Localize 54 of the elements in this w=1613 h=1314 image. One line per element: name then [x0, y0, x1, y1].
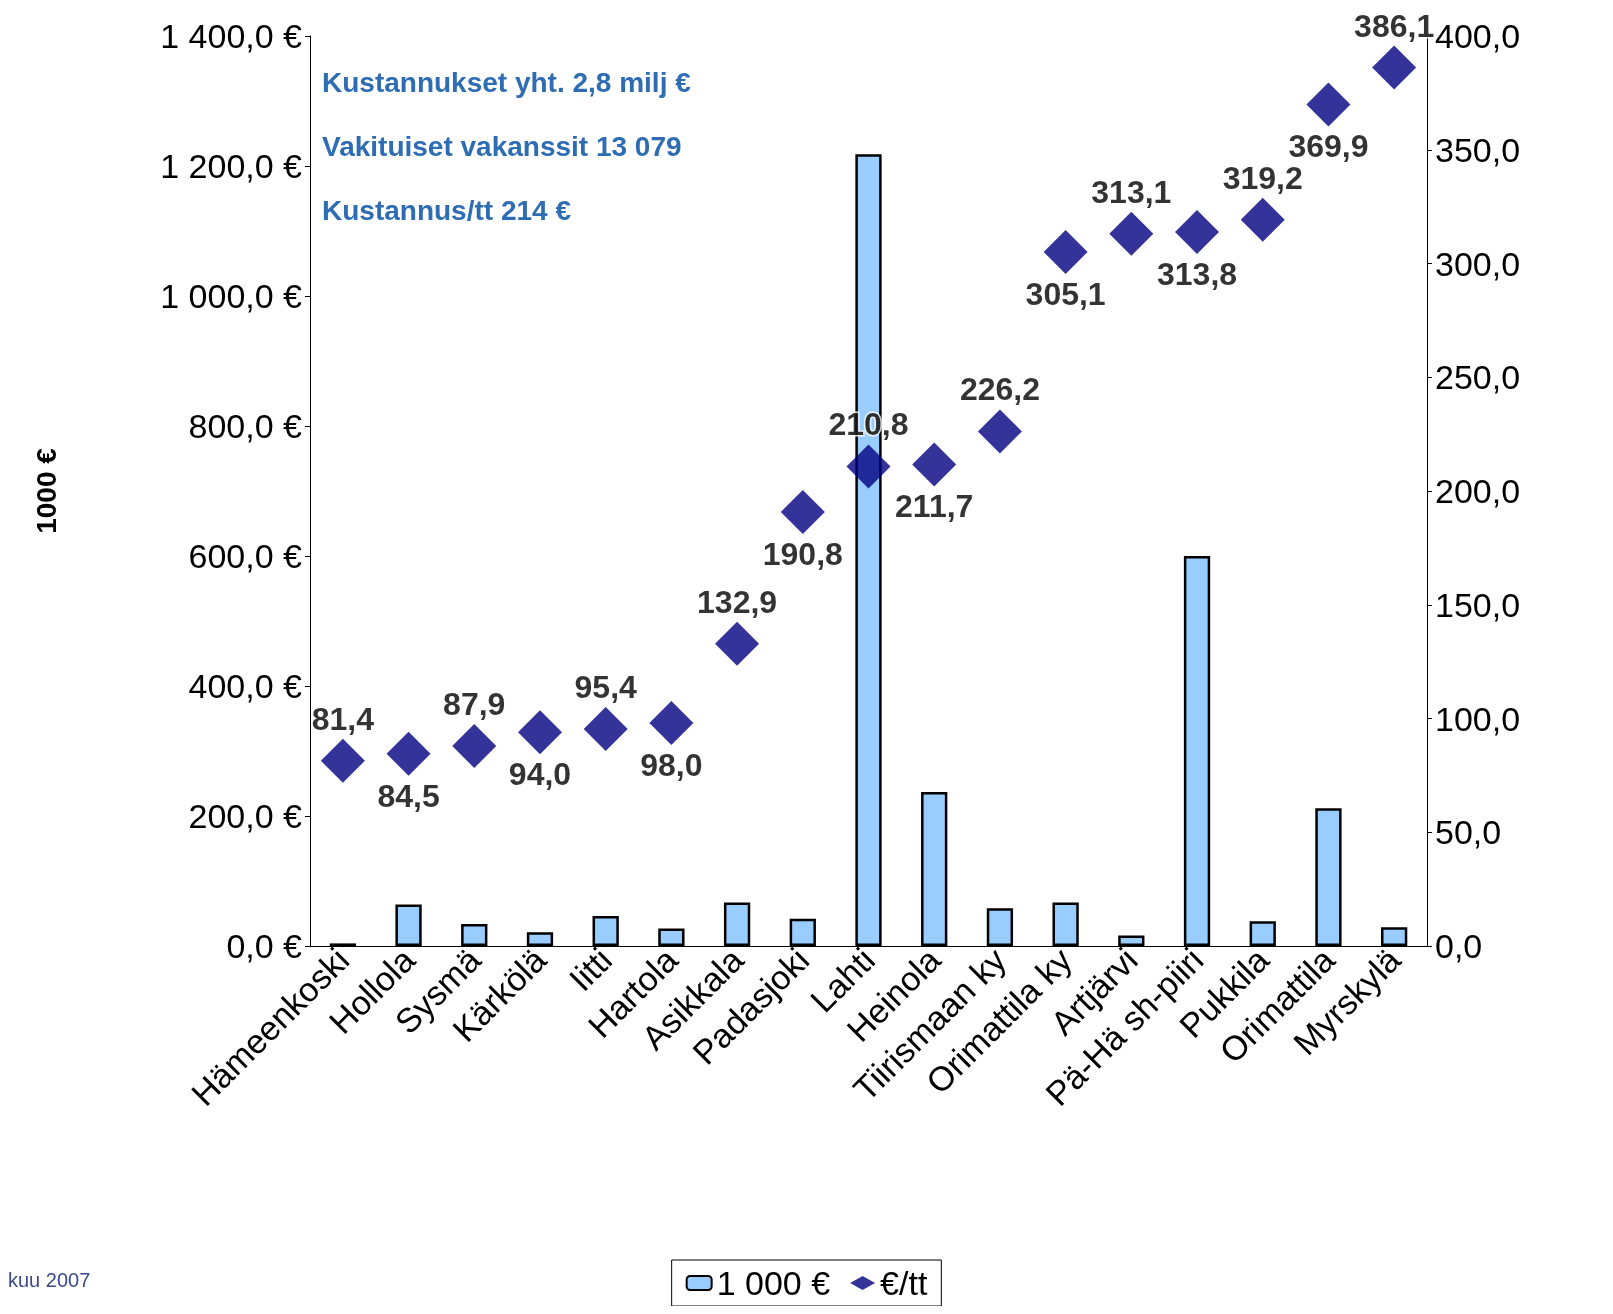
point [1240, 197, 1285, 242]
data-label: 211,7 [895, 488, 974, 525]
data-label: 98,0 [640, 747, 703, 784]
point [1372, 45, 1417, 90]
y-axis-title: 1000 € [30, 447, 62, 534]
point [1043, 229, 1088, 274]
text: kuu 2007 [8, 1269, 91, 1291]
data-label: 87,9 [443, 686, 506, 723]
point [912, 442, 957, 487]
point [1109, 211, 1154, 256]
data-label: 94,0 [508, 756, 572, 793]
y-tick-label: 200,0 € [188, 797, 303, 835]
data-label: 313,1 [1091, 173, 1172, 210]
y2-tick-label: 300,0 [1435, 244, 1521, 283]
data-label: 132,9 [697, 583, 778, 620]
legend-label: €/tt [880, 1264, 928, 1302]
point [780, 489, 825, 534]
y-tick-label: 800,0 € [188, 407, 303, 445]
point [583, 706, 628, 751]
y2-tick-label: 400,0 [1435, 17, 1521, 55]
data-label: 386,1 [1354, 7, 1435, 44]
y2-tick-label: 250,0 [1435, 358, 1521, 397]
y2-tick-label: 100,0 [1435, 699, 1521, 738]
point [649, 701, 694, 746]
point [517, 710, 562, 755]
data-label: 81,4 [311, 700, 375, 737]
data-label: 313,8 [1156, 256, 1238, 293]
point [452, 724, 497, 769]
y2-tick-label: 350,0 [1435, 130, 1521, 169]
y2-tick-label: 200,0 [1435, 472, 1521, 510]
y-tick-label: 1 000,0 € [160, 277, 303, 315]
y2-tick-label: 150,0 [1435, 585, 1521, 624]
y-tick-label: 1 200,0 € [160, 147, 303, 185]
y-tick-label: 400,0 € [188, 667, 303, 705]
legend-label: 1 000 € [716, 1264, 831, 1302]
point [1175, 210, 1220, 255]
y-tick-label: 600,0 € [188, 537, 303, 575]
data-label: 226,2 [959, 371, 1040, 408]
annotation: Kustannukset yht. 2,8 milj € [322, 66, 692, 98]
data-label: 84,5 [377, 777, 440, 814]
point [715, 621, 760, 666]
point [846, 444, 891, 489]
y2-tick-label: 50,0 [1435, 813, 1502, 852]
point [977, 409, 1022, 454]
data-label: 305,1 [1025, 275, 1106, 312]
point [386, 731, 431, 776]
y-tick-label: 1 400,0 € [160, 17, 303, 55]
annotation: Kustannus/tt 214 € [322, 194, 572, 226]
data-label: 95,4 [574, 668, 638, 705]
annotation: Vakituiset vakanssit 13 079 [322, 130, 682, 162]
data-label: 190,8 [762, 535, 843, 572]
point [1306, 82, 1351, 127]
point [320, 738, 365, 783]
y2-tick-label: 0,0 [1435, 927, 1483, 965]
